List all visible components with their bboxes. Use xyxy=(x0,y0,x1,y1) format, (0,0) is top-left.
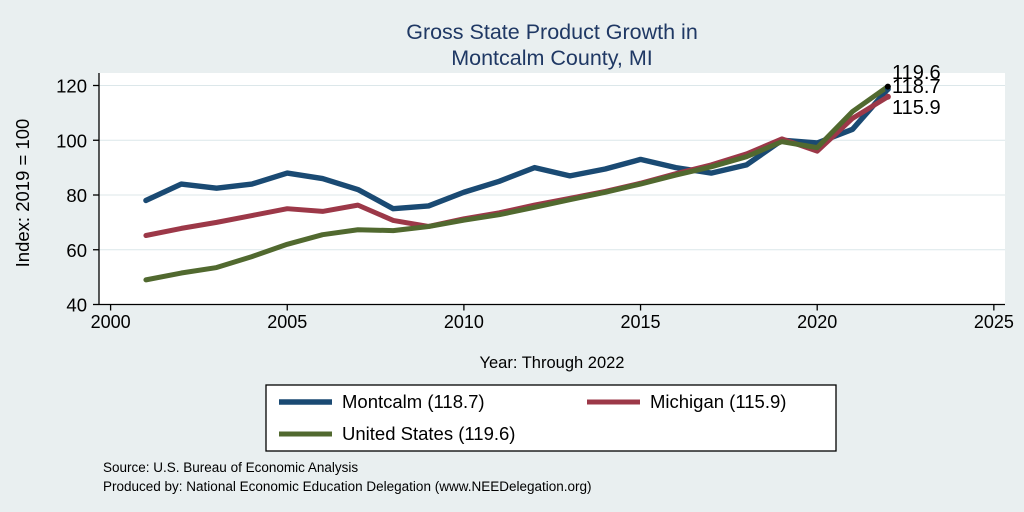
svg-text:Index: 2019 = 100: Index: 2019 = 100 xyxy=(12,119,33,268)
svg-text:2010: 2010 xyxy=(444,312,484,332)
svg-text:Montcalm (118.7): Montcalm (118.7) xyxy=(342,391,485,412)
svg-text:100: 100 xyxy=(56,130,87,151)
svg-text:Produced by: National Economic: Produced by: National Economic Education… xyxy=(103,479,592,494)
svg-text:120: 120 xyxy=(56,76,87,97)
svg-text:Montcalm County, MI: Montcalm County, MI xyxy=(451,46,653,70)
svg-text:Source: U.S. Bureau of Economi: Source: U.S. Bureau of Economic Analysis xyxy=(103,460,358,475)
svg-text:115.9: 115.9 xyxy=(892,97,941,119)
svg-text:2025: 2025 xyxy=(974,312,1014,332)
svg-text:United States (119.6): United States (119.6) xyxy=(342,423,515,444)
svg-text:2020: 2020 xyxy=(797,312,837,332)
svg-text:2015: 2015 xyxy=(621,312,661,332)
svg-text:2005: 2005 xyxy=(267,312,307,332)
svg-text:2000: 2000 xyxy=(91,312,131,332)
svg-text:80: 80 xyxy=(66,185,87,206)
svg-text:Year: Through 2022: Year: Through 2022 xyxy=(480,354,625,372)
svg-text:118.7: 118.7 xyxy=(892,76,941,98)
svg-text:40: 40 xyxy=(66,295,87,316)
svg-text:Michigan (115.9): Michigan (115.9) xyxy=(650,391,786,412)
svg-text:Gross State Product Growth in: Gross State Product Growth in xyxy=(406,20,698,44)
svg-text:60: 60 xyxy=(66,240,87,261)
